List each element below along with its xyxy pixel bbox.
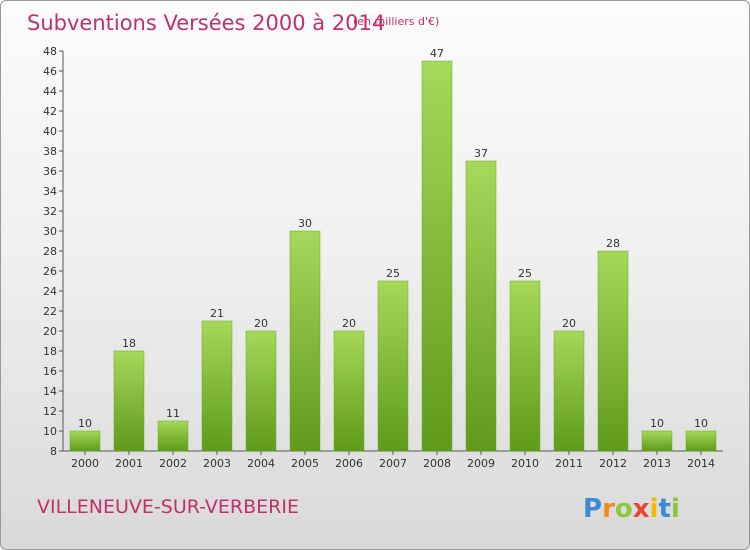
bar-value-label: 10 (650, 417, 664, 430)
bar (333, 330, 365, 452)
x-tick-label: 2008 (423, 457, 451, 470)
bar-value-label: 25 (386, 267, 400, 280)
chart-title: Subventions Versées 2000 à 2014 (27, 11, 385, 35)
bar-value-label: 11 (166, 407, 180, 420)
bar-value-label: 30 (298, 217, 312, 230)
y-tick-label: 24 (43, 285, 57, 298)
logo-letter: x (633, 494, 650, 524)
y-tick-label: 38 (43, 145, 57, 158)
y-tick-label: 34 (43, 185, 57, 198)
logo-letter: t (658, 494, 670, 524)
y-tick-label: 32 (43, 205, 57, 218)
bar (113, 350, 145, 452)
y-tick-label: 22 (43, 305, 57, 318)
y-tick-label: 36 (43, 165, 57, 178)
bars-group: 10 18 11 21 20 30 20 25 47 37 25 20 28 10 10 (69, 47, 717, 452)
bar-value-label: 10 (694, 417, 708, 430)
y-tick-label: 10 (43, 425, 57, 438)
y-tick-label: 28 (43, 245, 57, 258)
y-tick-label: 30 (43, 225, 57, 238)
bar-value-label: 18 (122, 337, 136, 350)
x-tick-label: 2005 (291, 457, 319, 470)
x-tick-label: 2009 (467, 457, 495, 470)
x-tick-label: 2010 (511, 457, 539, 470)
x-tick-label: 2011 (555, 457, 583, 470)
bar (597, 250, 629, 452)
y-tick-label: 20 (43, 325, 57, 338)
y-tick-label: 12 (43, 405, 57, 418)
logo-letter: o (615, 494, 633, 524)
bar (641, 430, 673, 452)
x-tick-label: 2013 (643, 457, 671, 470)
y-tick-label: 42 (43, 105, 57, 118)
x-tick-label: 2002 (159, 457, 187, 470)
bar (69, 430, 101, 452)
bar (509, 280, 541, 452)
x-tick-label: 2004 (247, 457, 275, 470)
bar-value-label: 28 (606, 237, 620, 250)
bar-value-label: 47 (430, 47, 444, 60)
logo-letter: i (671, 494, 680, 524)
y-tick-label: 48 (43, 45, 57, 58)
y-tick-label: 8 (50, 445, 57, 458)
bar-value-label: 10 (78, 417, 92, 430)
logo-letter: i (650, 494, 659, 524)
x-tick-label: 2003 (203, 457, 231, 470)
y-tick-label: 14 (43, 385, 57, 398)
y-tick-label: 40 (43, 125, 57, 138)
bar-value-label: 21 (210, 307, 224, 320)
axes: 8 10 12 14 16 18 20 22 24 26 28 30 32 34 36 38 40 42 44 46 4… (43, 45, 723, 470)
x-tick-label: 2001 (115, 457, 143, 470)
proxiti-logo: Proxiti (583, 494, 680, 524)
x-tick-label: 2007 (379, 457, 407, 470)
x-tick-label: 2014 (687, 457, 715, 470)
bar (157, 420, 189, 452)
location-name: VILLENEUVE-SUR-VERBERIE (37, 496, 299, 518)
y-tick-label: 44 (43, 85, 57, 98)
bar (245, 330, 277, 452)
bar-value-label: 37 (474, 147, 488, 160)
bar (685, 430, 717, 452)
y-tick-label: 18 (43, 345, 57, 358)
bar (465, 160, 497, 452)
bar-value-label: 20 (342, 317, 356, 330)
bar (421, 60, 453, 452)
logo-letter: r (602, 494, 615, 524)
x-tick-label: 2000 (71, 457, 99, 470)
y-tick-label: 26 (43, 265, 57, 278)
bar (201, 320, 233, 452)
bar-value-label: 25 (518, 267, 532, 280)
y-tick-label: 46 (43, 65, 57, 78)
bar-value-label: 20 (562, 317, 576, 330)
y-tick-label: 16 (43, 365, 57, 378)
x-tick-label: 2012 (599, 457, 627, 470)
logo-letter: P (583, 494, 602, 524)
bar (289, 230, 321, 452)
chart-subtitle: (en milliers d'€) (353, 15, 439, 28)
bar (553, 330, 585, 452)
bar-value-label: 20 (254, 317, 268, 330)
bar (377, 280, 409, 452)
x-tick-label: 2006 (335, 457, 363, 470)
